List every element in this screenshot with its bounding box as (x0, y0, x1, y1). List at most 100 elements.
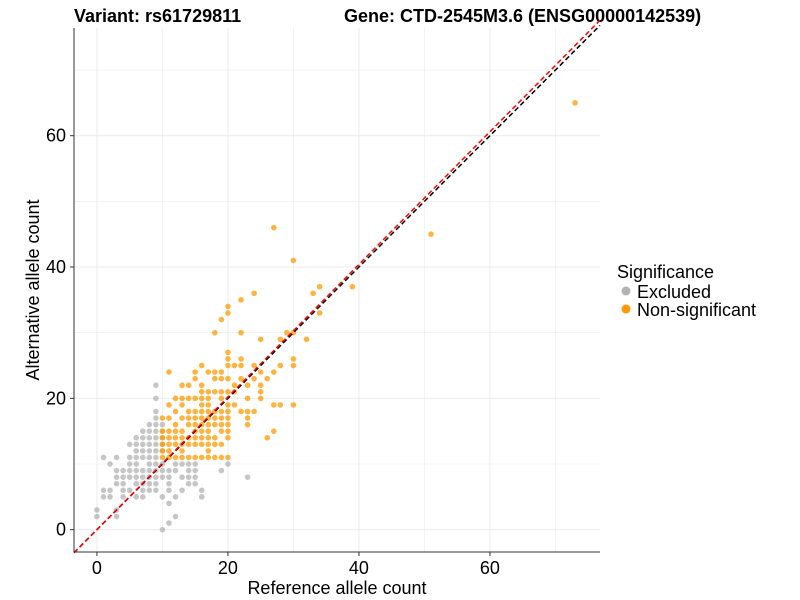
point-excluded (172, 494, 179, 500)
y-tick-label: 60 (46, 126, 66, 146)
point-non-significant (172, 408, 179, 415)
point-excluded (139, 434, 146, 441)
point-non-significant (198, 428, 205, 434)
point-excluded (120, 494, 126, 500)
point-non-significant (231, 402, 238, 408)
point-excluded (218, 467, 225, 474)
point-non-significant (231, 362, 238, 369)
point-non-significant (225, 402, 231, 408)
point-non-significant (316, 283, 323, 290)
point-non-significant (205, 448, 212, 454)
point-non-significant (238, 329, 244, 336)
point-non-significant (231, 382, 238, 389)
point-non-significant (159, 434, 166, 441)
point-non-significant (225, 356, 231, 362)
point-non-significant (244, 408, 251, 415)
point-excluded (185, 467, 192, 474)
point-non-significant (225, 454, 231, 461)
point-non-significant (290, 257, 297, 264)
point-non-significant (192, 395, 198, 402)
reference-lines (73, 19, 601, 554)
point-non-significant (225, 375, 231, 382)
point-excluded (153, 415, 159, 421)
point-non-significant (238, 297, 244, 303)
legend-label-non-significant: Non-significant (637, 300, 756, 320)
point-excluded (113, 480, 120, 487)
point-excluded (159, 421, 166, 428)
point-non-significant (218, 369, 225, 375)
point-non-significant (316, 310, 323, 316)
point-excluded (166, 487, 172, 494)
point-excluded (192, 480, 198, 487)
point-non-significant (218, 415, 225, 421)
point-non-significant (179, 434, 185, 441)
point-non-significant (225, 388, 231, 395)
point-non-significant (185, 415, 192, 421)
point-non-significant (218, 388, 225, 395)
point-non-significant (225, 434, 231, 441)
point-excluded (146, 467, 153, 474)
point-excluded (113, 474, 120, 480)
point-non-significant (270, 224, 277, 231)
point-excluded (153, 434, 159, 441)
point-excluded (153, 487, 159, 494)
point-non-significant (205, 388, 212, 395)
point-non-significant (212, 434, 218, 441)
point-non-significant (225, 303, 231, 310)
point-non-significant (257, 395, 264, 402)
point-non-significant (179, 415, 185, 421)
point-non-significant (270, 428, 277, 434)
point-excluded (153, 448, 159, 454)
point-excluded (185, 474, 192, 480)
point-non-significant (218, 428, 225, 434)
point-excluded (139, 428, 146, 434)
point-excluded (244, 474, 251, 480)
point-non-significant (251, 362, 257, 369)
point-excluded (100, 454, 107, 461)
point-excluded (126, 474, 133, 480)
point-non-significant (166, 441, 172, 448)
point-excluded (126, 454, 133, 461)
point-excluded (185, 480, 192, 487)
point-excluded (120, 487, 126, 494)
point-non-significant (270, 369, 277, 375)
point-excluded (126, 487, 133, 494)
line-identity (73, 24, 601, 554)
point-non-significant (205, 421, 212, 428)
point-non-significant (198, 441, 205, 448)
point-excluded (120, 480, 126, 487)
point-excluded (139, 454, 146, 461)
point-non-significant (238, 375, 244, 382)
point-non-significant (205, 434, 212, 441)
point-excluded (146, 461, 153, 467)
point-non-significant (185, 454, 192, 461)
point-excluded (153, 454, 159, 461)
point-excluded (159, 526, 166, 533)
point-excluded (126, 441, 133, 448)
point-non-significant (349, 283, 356, 290)
point-excluded (192, 474, 198, 480)
point-non-significant (172, 395, 179, 402)
point-non-significant (257, 388, 264, 395)
point-excluded (146, 421, 153, 428)
point-excluded (133, 454, 140, 461)
point-excluded (107, 487, 113, 494)
point-non-significant (257, 369, 264, 375)
point-non-significant (225, 408, 231, 415)
point-non-significant (284, 329, 290, 336)
point-non-significant (198, 415, 205, 421)
point-non-significant (225, 349, 231, 356)
point-excluded (146, 480, 153, 487)
point-excluded (146, 428, 153, 434)
point-excluded (159, 474, 166, 480)
point-excluded (139, 441, 146, 448)
point-excluded (94, 507, 100, 513)
x-tick-label: 60 (480, 558, 500, 578)
point-non-significant (205, 441, 212, 448)
point-excluded (133, 441, 140, 448)
point-excluded (172, 461, 179, 467)
point-non-significant (192, 375, 198, 382)
point-non-significant (159, 415, 166, 421)
point-non-significant (238, 408, 244, 415)
